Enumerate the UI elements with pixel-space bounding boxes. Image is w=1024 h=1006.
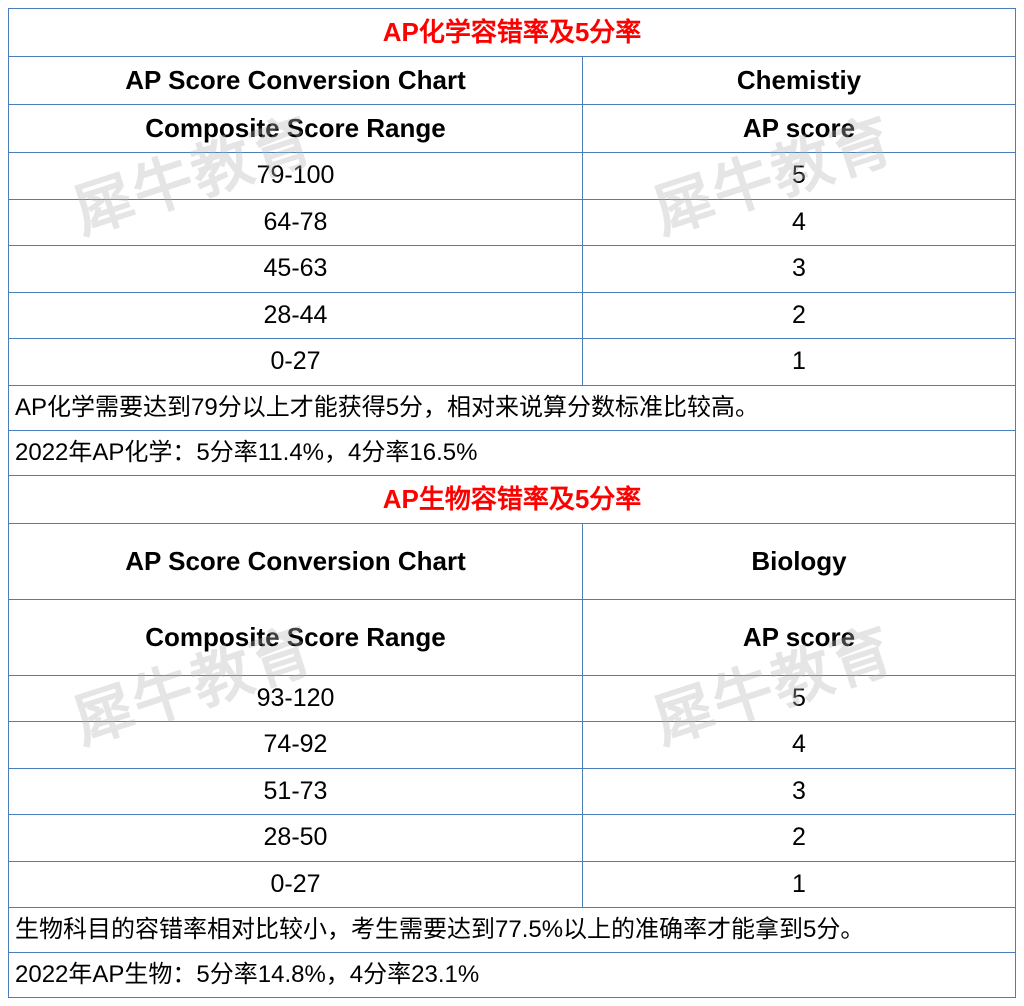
chem-title-row: AP化学容错率及5分率 (9, 9, 1016, 57)
ap-score-cell: 5 (582, 675, 1015, 722)
table-row: 64-784 (9, 199, 1016, 246)
ap-score-cell: 2 (582, 292, 1015, 339)
chem-note1: AP化学需要达到79分以上才能获得5分，相对来说算分数标准比较高。 (9, 385, 1016, 430)
ap-score-cell: 2 (582, 815, 1015, 862)
table-row: 74-924 (9, 722, 1016, 769)
score-range-cell: 45-63 (9, 246, 583, 293)
bio-col1-header1: AP Score Conversion Chart (9, 523, 583, 599)
table-row: 93-1205 (9, 675, 1016, 722)
chem-col1-header1: AP Score Conversion Chart (9, 57, 583, 105)
score-range-cell: 0-27 (9, 861, 583, 908)
score-range-cell: 93-120 (9, 675, 583, 722)
page-container: 犀牛教育犀牛教育犀牛教育犀牛教育 AP化学容错率及5分率 AP Score Co… (8, 8, 1016, 998)
chem-title: AP化学容错率及5分率 (9, 9, 1016, 57)
score-range-cell: 64-78 (9, 199, 583, 246)
score-range-cell: 28-50 (9, 815, 583, 862)
chem-col2-header2: AP score (582, 105, 1015, 153)
bio-title-row: AP生物容错率及5分率 (9, 475, 1016, 523)
chem-note2: 2022年AP化学：5分率11.4%，4分率16.5% (9, 430, 1016, 475)
bio-note1: 生物科目的容错率相对比较小，考生需要达到77.5%以上的准确率才能拿到5分。 (9, 908, 1016, 953)
bio-col2-header2: AP score (582, 599, 1015, 675)
ap-score-cell: 4 (582, 199, 1015, 246)
bio-header-row-2: Composite Score Range AP score (9, 599, 1016, 675)
chem-col1-header2: Composite Score Range (9, 105, 583, 153)
bio-title: AP生物容错率及5分率 (9, 475, 1016, 523)
score-range-cell: 74-92 (9, 722, 583, 769)
table-row: 45-633 (9, 246, 1016, 293)
chem-col2-header1: Chemistiy (582, 57, 1015, 105)
chem-header-row-2: Composite Score Range AP score (9, 105, 1016, 153)
ap-score-cell: 1 (582, 861, 1015, 908)
table-row: 0-271 (9, 339, 1016, 386)
ap-score-table: AP化学容错率及5分率 AP Score Conversion Chart Ch… (8, 8, 1016, 998)
score-range-cell: 51-73 (9, 768, 583, 815)
bio-note2: 2022年AP生物：5分率14.8%，4分率23.1% (9, 953, 1016, 998)
table-row: 79-1005 (9, 153, 1016, 200)
chem-header-row-1: AP Score Conversion Chart Chemistiy (9, 57, 1016, 105)
score-range-cell: 0-27 (9, 339, 583, 386)
bio-col1-header2: Composite Score Range (9, 599, 583, 675)
chem-note-row-2: 2022年AP化学：5分率11.4%，4分率16.5% (9, 430, 1016, 475)
bio-col2-header1: Biology (582, 523, 1015, 599)
chem-note-row-1: AP化学需要达到79分以上才能获得5分，相对来说算分数标准比较高。 (9, 385, 1016, 430)
bio-note-row-1: 生物科目的容错率相对比较小，考生需要达到77.5%以上的准确率才能拿到5分。 (9, 908, 1016, 953)
ap-score-cell: 4 (582, 722, 1015, 769)
score-range-cell: 79-100 (9, 153, 583, 200)
table-row: 28-502 (9, 815, 1016, 862)
ap-score-cell: 3 (582, 246, 1015, 293)
ap-score-cell: 3 (582, 768, 1015, 815)
table-row: 28-442 (9, 292, 1016, 339)
bio-note-row-2: 2022年AP生物：5分率14.8%，4分率23.1% (9, 953, 1016, 998)
table-row: 51-733 (9, 768, 1016, 815)
bio-header-row-1: AP Score Conversion Chart Biology (9, 523, 1016, 599)
table-row: 0-271 (9, 861, 1016, 908)
ap-score-cell: 5 (582, 153, 1015, 200)
score-range-cell: 28-44 (9, 292, 583, 339)
ap-score-cell: 1 (582, 339, 1015, 386)
